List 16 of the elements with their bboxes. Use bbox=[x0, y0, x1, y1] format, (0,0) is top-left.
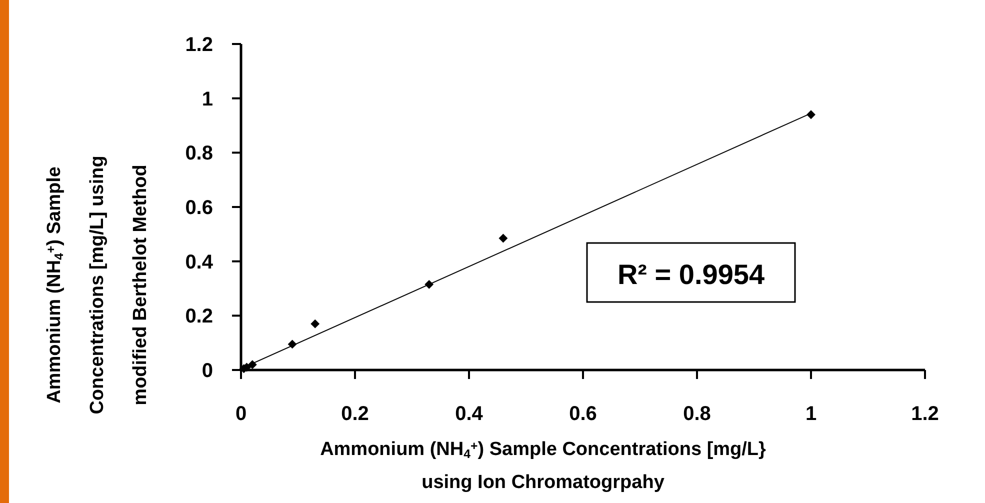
x-tick-label: 0 bbox=[235, 403, 247, 425]
x-axis-title: Ammonium (NH$_{4}$$^{+}$) Sample Concentrations [mg/L} using Ion Chromatogrpahy bbox=[320, 438, 767, 493]
y-tick-label: 0.2 bbox=[185, 306, 213, 328]
x-tick-label: 1.2 bbox=[911, 403, 939, 425]
x-tick-label: 0.4 bbox=[455, 403, 484, 425]
y-tick-label: 0.8 bbox=[185, 142, 213, 165]
x-tick-label: 0.2 bbox=[341, 403, 369, 425]
y-tick-label: 1 bbox=[202, 88, 213, 110]
y-tick-label: 0 bbox=[202, 360, 213, 382]
y-tick-label: 1.2 bbox=[185, 34, 213, 56]
x-tick-label: 1 bbox=[805, 403, 817, 425]
y-tick-label: 0.4 bbox=[185, 251, 214, 274]
annotation: R² = 0.9954 bbox=[617, 259, 765, 290]
x-tick-label: 0.8 bbox=[683, 403, 711, 425]
y-tick-label: 0.6 bbox=[185, 197, 213, 219]
x-tick-label: 0.6 bbox=[569, 403, 597, 425]
